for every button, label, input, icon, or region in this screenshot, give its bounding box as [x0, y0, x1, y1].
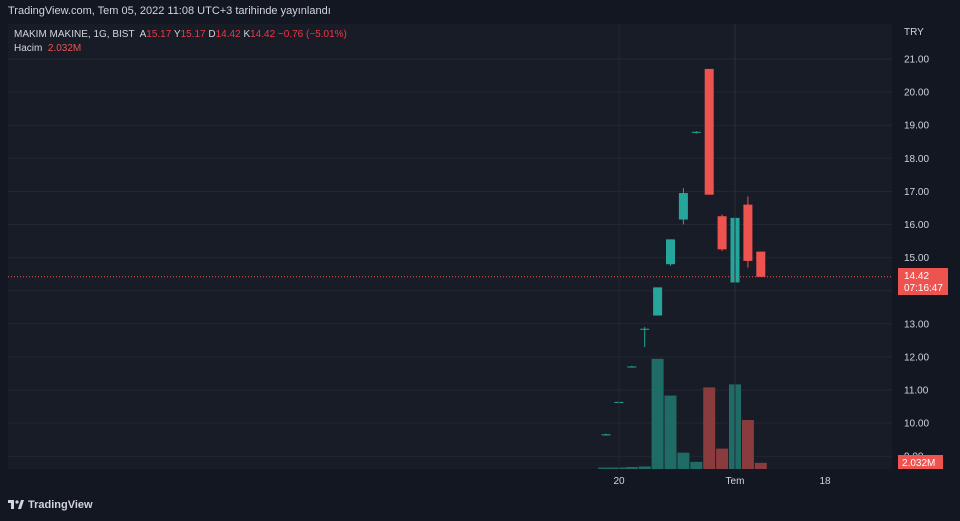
candle [678, 188, 688, 225]
price-tick-label: 11.00 [904, 386, 929, 397]
price-tick-label: 12.00 [904, 352, 929, 363]
open-value: 15.17 [146, 29, 172, 40]
candle-body [640, 328, 650, 330]
candle-body [666, 239, 675, 265]
price-badge: 14.42 07:16:47 [898, 268, 948, 295]
volume-row: Hacim 2.032M [14, 42, 347, 56]
price-badge-value: 14.42 [904, 271, 929, 282]
volume-bars [598, 358, 767, 469]
symbol-name[interactable]: MAKIM MAKINE, 1G, BIST [14, 29, 135, 40]
volume-bar [651, 358, 664, 469]
currency-label[interactable]: TRY [904, 27, 924, 38]
high-label: Y [173, 29, 181, 40]
candle-body [678, 193, 688, 220]
price-tick-label: 21.00 [904, 55, 929, 66]
volume-bar [625, 466, 638, 469]
volume-bar [754, 462, 767, 469]
price-badge-countdown: 07:16:47 [904, 283, 943, 294]
change-value: −0.76 (−5.01%) [277, 29, 347, 40]
volume-badge: 2.032M [898, 455, 943, 469]
brand[interactable]: TradingView [8, 499, 93, 511]
legend: MAKIM MAKINE, 1G, BIST A15.17 Y15.17 D14… [14, 28, 347, 56]
low-label: D [208, 29, 216, 40]
close-value: 14.42 [250, 29, 276, 40]
volume-bar [703, 387, 716, 469]
time-axis-labels: 20 Tem 18 [613, 476, 831, 487]
tradingview-logo-icon [8, 500, 24, 509]
publish-header: TradingView.com, Tem 05, 2022 11:08 UTC+… [0, 0, 960, 24]
candle [601, 433, 611, 436]
candles [601, 68, 766, 436]
candle [627, 365, 637, 368]
high-value: 15.17 [180, 29, 206, 40]
volume-badge-value: 2.032M [902, 458, 935, 469]
candle-body [601, 434, 611, 436]
candle-body [743, 204, 753, 261]
volume-bar [741, 420, 754, 469]
volume-bar [690, 461, 703, 469]
price-tick-label: 20.00 [904, 88, 929, 99]
time-tick-label: 20 [613, 476, 625, 487]
price-tick-label: 15.00 [904, 253, 929, 264]
candle [756, 251, 766, 277]
open-label: A [139, 29, 147, 40]
grid-lines [8, 58, 892, 457]
time-tick-label: Tem [726, 476, 745, 487]
volume-bar [664, 395, 677, 469]
candle [666, 239, 675, 266]
volume-bar [716, 448, 729, 469]
candle-body [691, 131, 701, 133]
ohlc-row: MAKIM MAKINE, 1G, BIST A15.17 Y15.17 D14… [14, 28, 347, 42]
volume-bar [677, 452, 690, 469]
price-tick-label: 10.00 [904, 419, 929, 430]
price-tick-label: 17.00 [904, 187, 929, 198]
volume-value: 2.032M [47, 43, 82, 54]
candle-body [704, 68, 714, 195]
volume-label[interactable]: Hacim [14, 43, 43, 54]
candle [743, 196, 753, 268]
candle [704, 68, 714, 195]
candle [717, 214, 727, 251]
candle-body [756, 251, 766, 277]
volume-bar [600, 468, 612, 469]
footer [0, 492, 960, 521]
price-axis-labels: 9.0010.0011.0012.0013.0014.0015.0016.001… [904, 55, 929, 463]
price-tick-label: 19.00 [904, 121, 929, 132]
time-tick-label: 18 [819, 476, 831, 487]
price-tick-label: 16.00 [904, 220, 929, 231]
price-tick-label: 18.00 [904, 154, 929, 165]
close-label: K [243, 29, 251, 40]
candle-body [627, 366, 637, 368]
volume-bar [638, 466, 651, 469]
price-tick-label: 13.00 [904, 319, 929, 330]
candle-body [653, 287, 663, 316]
candle-body [717, 216, 727, 250]
brand-name: TradingView [28, 499, 93, 511]
publish-note: TradingView.com, Tem 05, 2022 11:08 UTC+… [8, 5, 331, 17]
candle [691, 131, 701, 134]
candle [653, 287, 663, 316]
low-value: 14.42 [215, 29, 241, 40]
candle [640, 327, 650, 347]
